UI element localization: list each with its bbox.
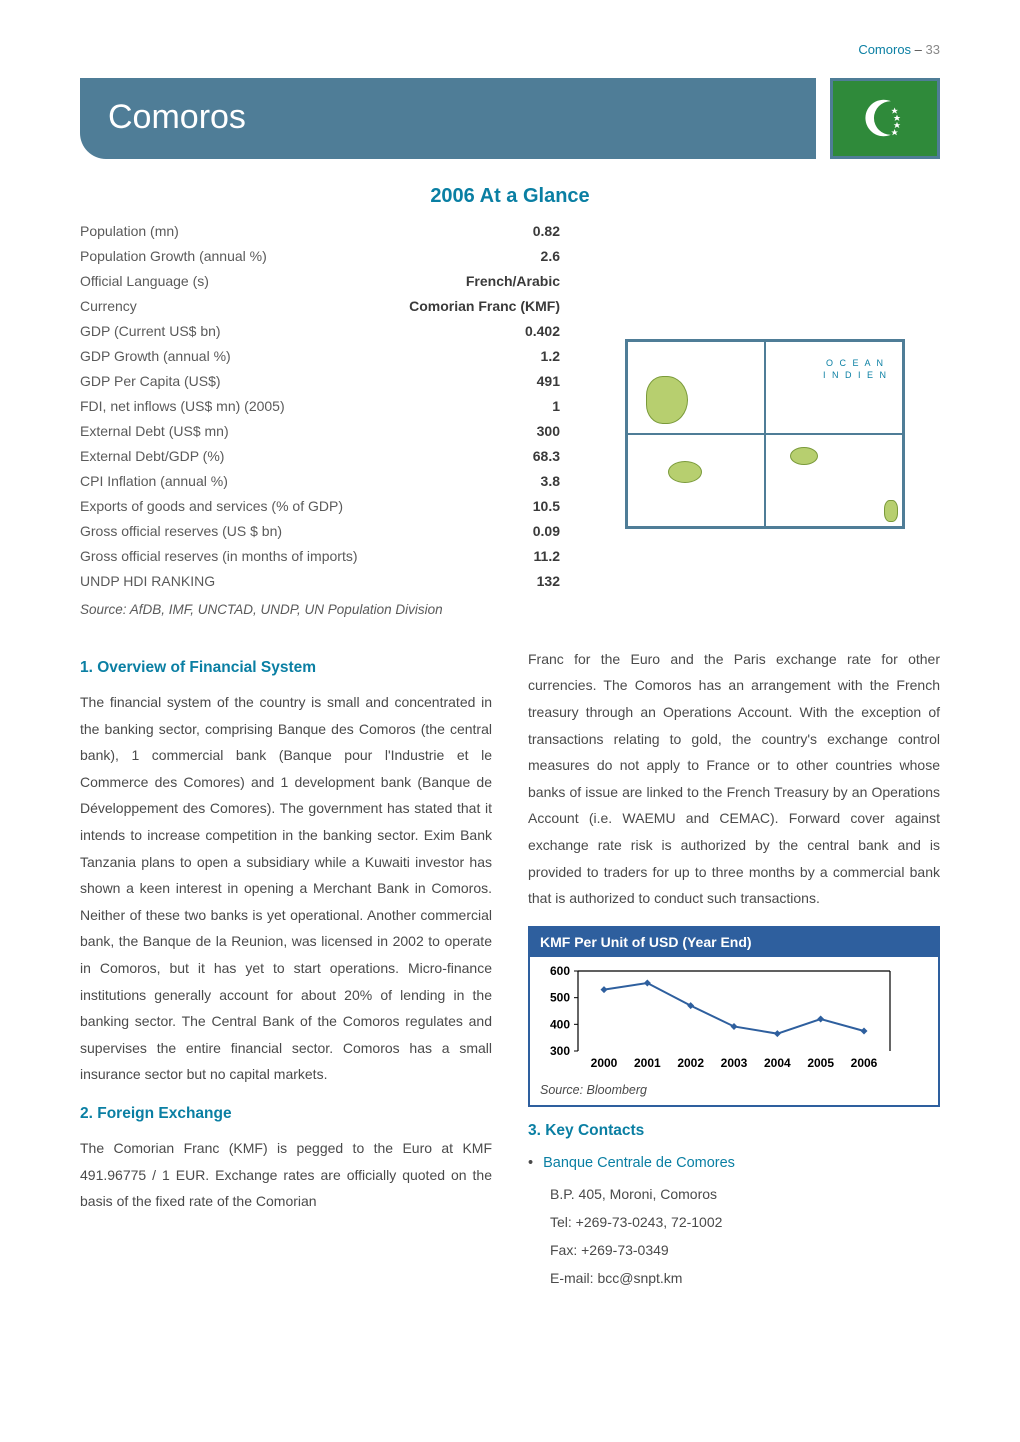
glance-label: Population (mn) [80,221,179,242]
glance-row: Population Growth (annual %) 2.6 [80,244,560,269]
glance-row: External Debt (US$ mn) 300 [80,419,560,444]
chart-svg: 300 400 500 600 2000 2001 2002 2003 2004 2005 2006 [540,963,900,1073]
glance-value: 11.2 [534,546,560,567]
title-row: Comoros [80,78,940,159]
glance-value: 68.3 [533,446,560,467]
page-title: Comoros [80,78,816,159]
body-columns: 1. Overview of Financial System The fina… [80,646,940,1303]
glance-value: 1 [552,396,560,417]
ocean-label: O C E A N I N D I E N [823,358,888,381]
text-fx-b: Franc for the Euro and the Paris exchang… [528,646,940,912]
contact-fax: Fax: +269-73-0349 [550,1236,940,1264]
contact-tel: Tel: +269-73-0243, 72-1002 [550,1208,940,1236]
glance-value: 0.09 [533,521,560,542]
svg-text:400: 400 [550,1017,570,1031]
glance-label: GDP Growth (annual %) [80,346,231,367]
glance-row: GDP Growth (annual %) 1.2 [80,344,560,369]
glance-label: Currency [80,296,137,317]
contact-email: E-mail: bcc@snpt.km [550,1264,940,1292]
flag-icon [861,94,909,142]
heading-contacts: 3. Key Contacts [528,1119,940,1142]
header-country: Comoros [858,42,911,57]
glance-row: UNDP HDI RANKING 132 [80,569,560,594]
map-box: O C E A N I N D I E N [590,219,940,620]
glance-value: 3.8 [541,471,560,492]
glance-label: External Debt/GDP (%) [80,446,224,467]
svg-text:2005: 2005 [807,1056,834,1070]
glance-row: Official Language (s) French/Arabic [80,269,560,294]
glance-row: GDP (Current US$ bn) 0.402 [80,319,560,344]
svg-text:2003: 2003 [721,1056,748,1070]
glance-value: 300 [537,421,560,442]
glance-label: GDP Per Capita (US$) [80,371,221,392]
glance-value: 491 [537,371,560,392]
header-sep: – [911,42,925,57]
svg-text:2001: 2001 [634,1056,661,1070]
kmf-chart: KMF Per Unit of USD (Year End) 300 400 500… [528,926,940,1108]
glance-label: Gross official reserves (US $ bn) [80,521,282,542]
glance-row: Population (mn) 0.82 [80,219,560,244]
glance-value: 0.82 [533,221,560,242]
glance-label: Population Growth (annual %) [80,246,267,267]
glance-row: Gross official reserves (US $ bn) 0.09 [80,519,560,544]
contact-address: B.P. 405, Moroni, Comoros [550,1180,940,1208]
glance-row: Gross official reserves (in months of im… [80,544,560,569]
text-overview: The financial system of the country is s… [80,689,492,1088]
heading-overview: 1. Overview of Financial System [80,656,492,679]
glance-label: External Debt (US$ mn) [80,421,229,442]
contact-name: Banque Centrale de Comores [543,1153,735,1175]
glance-table: Population (mn)0.82Population Growth (an… [80,219,560,620]
glance-title: 2006 At a Glance [80,181,940,211]
glance-label: Exports of goods and services (% of GDP) [80,496,343,517]
contact-item: • Banque Centrale de Comores B.P. 405, M… [528,1153,940,1293]
glance-source: Source: AfDB, IMF, UNCTAD, UNDP, UN Popu… [80,600,560,620]
glance-row: GDP Per Capita (US$) 491 [80,369,560,394]
page-header: Comoros – 33 [80,40,940,60]
chart-title: KMF Per Unit of USD (Year End) [530,928,938,957]
bullet-icon: • [528,1153,533,1175]
glance-value: 10.5 [533,496,560,517]
glance-value: French/Arabic [466,271,560,292]
svg-text:2002: 2002 [677,1056,704,1070]
right-column: Franc for the Euro and the Paris exchang… [528,646,940,1303]
svg-text:2004: 2004 [764,1056,791,1070]
glance-value: 1.2 [541,346,560,367]
left-column: 1. Overview of Financial System The fina… [80,646,492,1303]
text-fx-a: The Comorian Franc (KMF) is pegged to th… [80,1135,492,1215]
glance-label: FDI, net inflows (US$ mn) (2005) [80,396,285,417]
glance-value: Comorian Franc (KMF) [409,296,560,317]
glance-value: 2.6 [541,246,560,267]
header-pagenum: 33 [926,42,940,57]
svg-text:2000: 2000 [591,1056,618,1070]
svg-text:2006: 2006 [851,1056,878,1070]
heading-fx: 2. Foreign Exchange [80,1102,492,1125]
glance-label: Official Language (s) [80,271,209,292]
glance-value: 0.402 [525,321,560,342]
glance-row: FDI, net inflows (US$ mn) (2005) 1 [80,394,560,419]
svg-text:300: 300 [550,1044,570,1058]
flag [830,78,940,159]
svg-text:600: 600 [550,964,570,978]
glance-label: GDP (Current US$ bn) [80,321,221,342]
glance-row: CPI Inflation (annual %) 3.8 [80,469,560,494]
glance-row: Currency Comorian Franc (KMF) [80,294,560,319]
glance-row: External Debt/GDP (%) 68.3 [80,444,560,469]
glance-section: Population (mn)0.82Population Growth (an… [80,219,940,620]
map-placeholder: O C E A N I N D I E N [625,339,905,529]
chart-source: Source: Bloomberg [530,1081,938,1106]
glance-label: Gross official reserves (in months of im… [80,546,358,567]
glance-label: CPI Inflation (annual %) [80,471,228,492]
svg-text:500: 500 [550,990,570,1004]
glance-label: UNDP HDI RANKING [80,571,215,592]
glance-row: Exports of goods and services (% of GDP)… [80,494,560,519]
glance-value: 132 [537,571,560,592]
